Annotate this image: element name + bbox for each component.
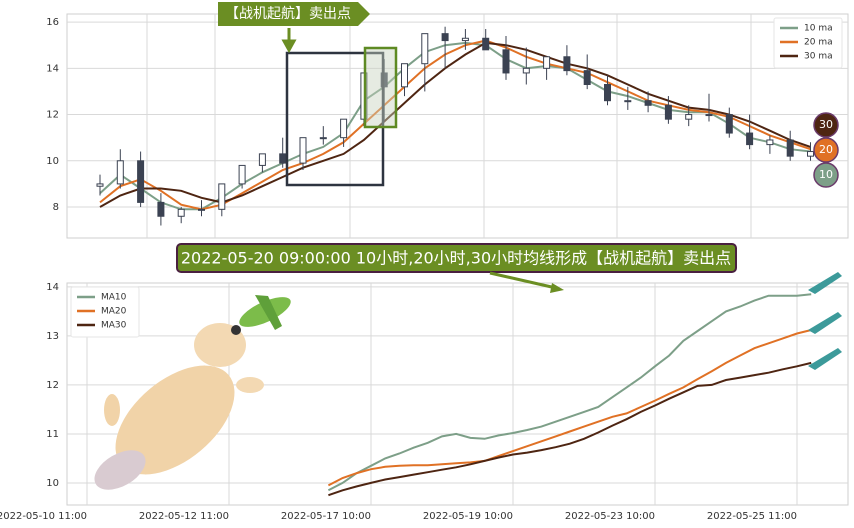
end-marker-label: 30 — [819, 118, 833, 131]
candle-body — [299, 137, 307, 164]
candle-body — [177, 208, 185, 217]
legend-label: MA10 — [101, 293, 127, 303]
candle-body — [624, 100, 632, 103]
plane-icons — [808, 272, 842, 370]
annotation-arrow — [281, 28, 297, 54]
candle-body — [482, 37, 490, 51]
x-tick-label: 2022-05-10 11:00 — [0, 511, 87, 522]
y-tick-label: 12 — [46, 110, 59, 121]
x-tick-label: 2022-05-25 11:00 — [707, 511, 797, 522]
candle-body — [807, 151, 814, 157]
candle-body — [725, 114, 733, 134]
y-tick-label: 10 — [46, 478, 59, 489]
candle-body — [279, 153, 287, 164]
candle-body — [502, 49, 510, 74]
ma-line — [327, 293, 812, 492]
candle-body — [116, 160, 124, 185]
banner-arrow-head — [550, 283, 564, 293]
candle-body — [238, 164, 246, 185]
candle-body — [461, 37, 469, 42]
annotation-text: 【战机起航】卖出点 — [225, 6, 351, 22]
candle-body — [441, 33, 449, 42]
candle-body — [746, 132, 754, 146]
end-marker-label: 20 — [819, 143, 833, 156]
y-tick-label: 10 — [46, 156, 59, 167]
x-tick-label: 2022-05-17 10:00 — [281, 511, 371, 522]
candle-body — [664, 104, 672, 120]
y-tick-label: 14 — [46, 63, 59, 74]
candle-body — [198, 208, 205, 211]
end-marker — [813, 112, 839, 138]
legend-label: 10 ma — [804, 24, 833, 34]
candle-body — [786, 139, 794, 157]
x-tick-label: 2022-05-19 10:00 — [423, 511, 513, 522]
legend-label: MA30 — [101, 321, 127, 331]
x-tick-label: 2022-05-23 10:00 — [565, 511, 655, 522]
candle-body — [644, 100, 652, 106]
end-marker-label: 10 — [819, 168, 833, 181]
annotation-tag — [218, 2, 370, 26]
y-tick-label: 8 — [53, 202, 59, 213]
candle-body — [96, 183, 104, 187]
y-tick-label: 11 — [46, 429, 59, 440]
banner-arrow — [489, 271, 557, 290]
candle-body — [563, 56, 571, 72]
candle-body — [319, 137, 327, 140]
y-tick-label: 12 — [46, 380, 59, 391]
candle-body — [685, 114, 693, 120]
banner — [176, 243, 737, 273]
range-box — [285, 51, 385, 187]
candle-body — [583, 70, 591, 86]
y-tick-label: 13 — [46, 331, 59, 342]
x-tick-label: 2022-05-12 11:00 — [139, 511, 229, 522]
candle-body — [522, 67, 530, 74]
candle-body — [604, 84, 611, 102]
toy-plane — [239, 295, 291, 330]
legend-label: 30 ma — [804, 52, 833, 62]
candle-body — [258, 153, 266, 166]
ma-line — [328, 361, 812, 497]
candle-body — [543, 56, 551, 69]
candle-body — [401, 63, 408, 88]
legend-label: MA20 — [101, 307, 127, 317]
signal-box — [363, 46, 398, 129]
dog-illustration — [94, 323, 264, 490]
end-marker — [813, 137, 839, 163]
y-tick-label: 14 — [46, 282, 59, 293]
legend-label: 20 ma — [804, 38, 833, 48]
banner-text: 2022-05-20 09:00:00 10小时,20小时,30小时均线形成【战… — [181, 249, 731, 268]
candle-body — [421, 33, 429, 65]
candle-body — [157, 201, 165, 217]
end-marker — [813, 162, 839, 188]
ma-line — [327, 329, 812, 487]
candle-body — [705, 114, 713, 117]
y-tick-label: 16 — [46, 17, 59, 28]
candle-body — [766, 139, 774, 146]
candle-body — [137, 160, 145, 203]
top-plot-area — [66, 13, 849, 239]
candle-body — [340, 118, 348, 139]
candle-body — [218, 183, 226, 210]
